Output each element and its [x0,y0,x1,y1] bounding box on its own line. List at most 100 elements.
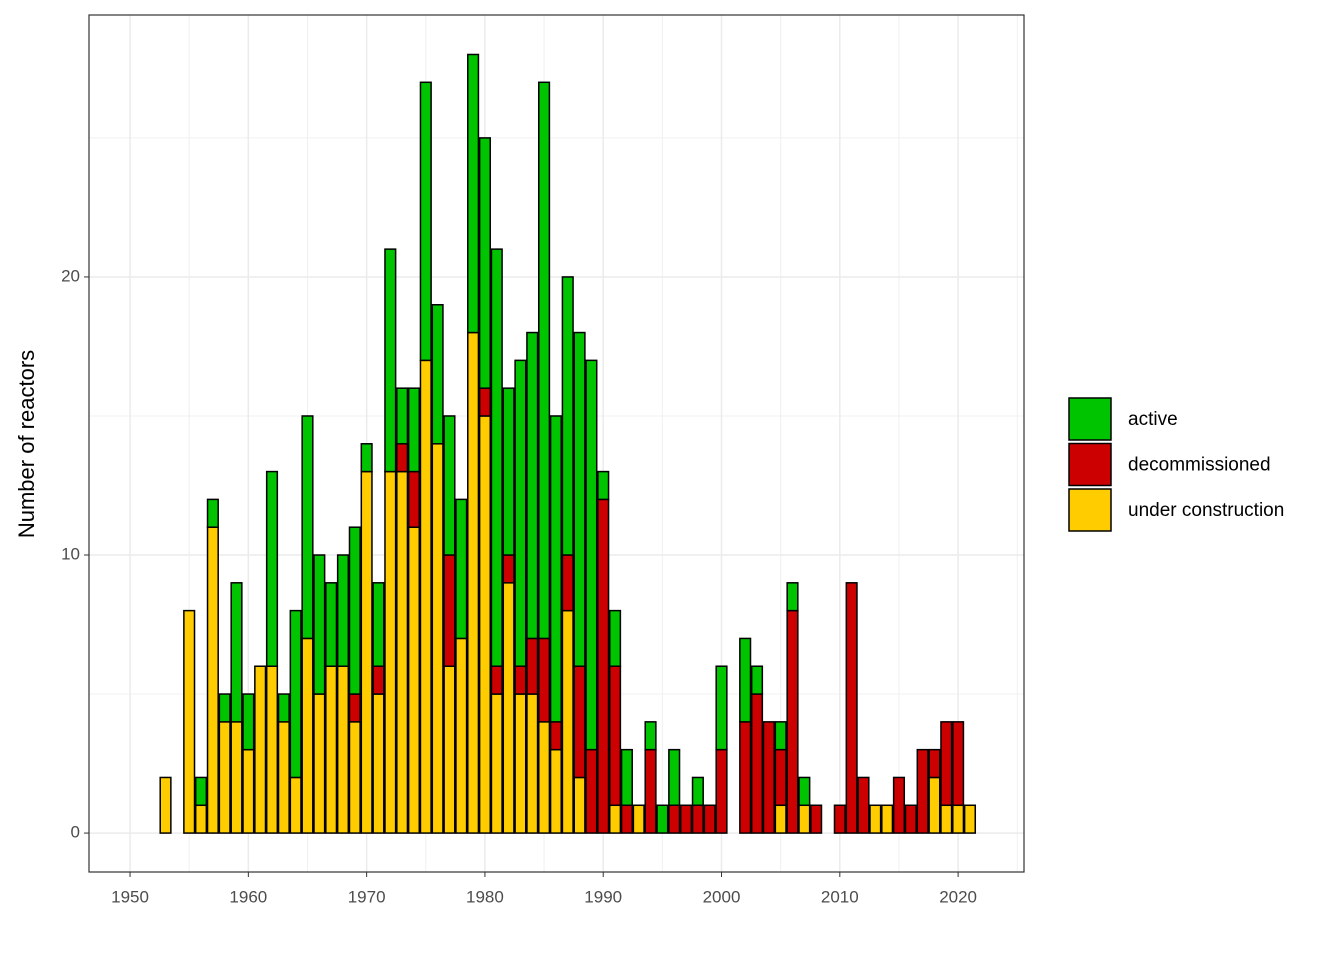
legend-label: decommissioned [1128,455,1271,476]
bar-segment [301,637,314,834]
bar-segment [372,693,385,834]
bar-segment [526,693,539,834]
bar-segment [372,665,385,695]
bar-segment [916,748,929,834]
bar-segment [573,331,586,667]
bar-segment [467,331,480,834]
bar-segment [750,665,764,695]
bar-segment [301,415,314,640]
bar-segment [644,721,657,751]
bar-segment [206,498,219,528]
bar-segment [490,665,503,695]
bar-segment [407,387,421,473]
bar-segment [396,387,409,445]
legend-key [1068,397,1112,441]
bar-segment [774,721,787,751]
bar-segment [490,693,503,834]
bar-segment [325,582,338,667]
y-tick-label: 0 [71,823,80,842]
bar-segment [218,693,231,723]
legend-key [1068,442,1112,487]
bar-segment [194,804,208,834]
bar-segment [632,804,645,834]
bar-segment [502,387,515,556]
bar-segment [881,804,894,834]
bar-segment [691,776,704,807]
bar-segment [183,609,196,834]
bar-segment [242,748,255,834]
bar-segment [597,498,610,834]
bar-segment [514,665,527,695]
bar-segment [798,776,811,807]
bar-segment [514,693,527,834]
bar-segment [573,776,586,834]
bar-segment [892,776,906,834]
bar-segment [940,804,953,834]
bar-segment [715,748,728,834]
bar-segment [774,748,787,807]
legend-key [1068,488,1112,532]
legend-label: under construction [1128,500,1284,521]
bar-segment [668,748,681,807]
bar-segment [289,609,302,779]
bar-segment [620,748,633,807]
bar-segment [419,81,432,362]
bar-segment [336,665,350,834]
bar-segment [360,443,373,473]
bar-segment [833,804,846,834]
bar-segment [810,804,823,834]
bar-segment [608,609,622,667]
bar-segment [478,137,492,389]
bar-segment [750,693,764,834]
y-axis-label: Number of reactors [14,350,39,538]
bar-segment [455,637,468,834]
bar-segment [762,721,775,834]
bar-segment [869,804,882,834]
panel-border [88,14,1025,873]
bar-segment [348,721,361,834]
bar-segment [407,470,421,528]
bar-segment [478,415,492,834]
bar-segment [348,693,361,723]
bar-segment [845,582,858,834]
bar-segment [597,470,610,501]
bar-segment [904,804,917,834]
bar-segment [857,776,870,834]
x-tick-label: 2010 [821,887,859,906]
bar-segment [419,359,432,834]
bar-segment [608,665,622,807]
x-tick-label: 1960 [229,887,267,906]
bar-segment [620,804,633,834]
bar-segment [928,776,941,834]
bar-segment [538,721,551,834]
bar-segment [218,721,231,834]
bar-segment [549,721,562,751]
bar-segment [514,359,527,667]
bar-segment [396,470,409,834]
bar-segment [159,776,172,834]
bar-segment [502,582,515,834]
bar-segment [230,721,243,834]
bar-segment [573,665,586,779]
bar-segment [443,665,456,834]
bar-segment [703,804,716,834]
bar-segment [561,276,574,556]
bar-segment [443,554,456,667]
y-tick-label: 10 [61,544,80,563]
bar-segment [774,804,787,834]
bar-segment [952,721,965,807]
bar-segment [407,526,421,834]
bar-segment [313,554,326,695]
bar-segment [644,748,657,834]
x-tick-label: 1970 [348,887,386,906]
bar-segment [313,693,326,834]
bar-segment [265,665,279,834]
bar-segment [549,748,562,834]
bar-segment [963,804,977,834]
bar-segment [538,637,551,723]
bar-segment [348,526,361,695]
bar-segment [786,609,799,834]
x-tick-label: 1980 [466,887,504,906]
bar-segment [242,693,255,751]
